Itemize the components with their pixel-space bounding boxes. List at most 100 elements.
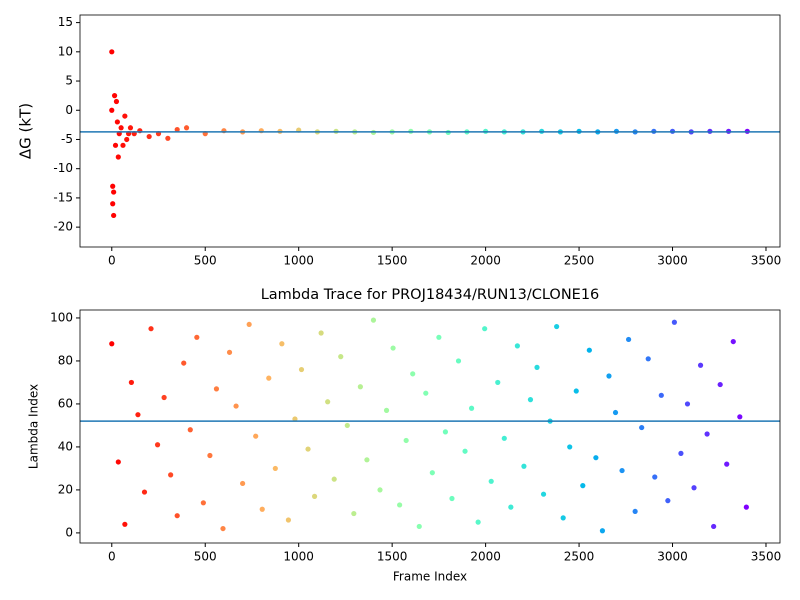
x-tick-label: 500 [194, 550, 217, 564]
point [253, 433, 259, 439]
point [220, 525, 226, 532]
y-tick-label: 100 [50, 310, 73, 324]
x-tick-label: 1000 [283, 550, 314, 564]
point [187, 427, 193, 433]
point [730, 338, 736, 345]
y-tick-label: 20 [58, 482, 73, 496]
point [521, 463, 527, 469]
point [410, 371, 416, 377]
point [109, 49, 115, 55]
point [468, 405, 475, 411]
point [259, 506, 265, 512]
x-tick-label: 500 [194, 254, 217, 268]
point [377, 487, 383, 493]
point [599, 528, 606, 534]
point [645, 356, 651, 362]
point [704, 431, 710, 437]
point [554, 323, 560, 330]
point [364, 457, 370, 463]
point [124, 136, 130, 143]
point [397, 502, 403, 508]
point [266, 375, 272, 381]
y-tick-label: 15 [58, 15, 73, 29]
point [115, 154, 121, 160]
point [246, 321, 252, 328]
point [429, 470, 435, 476]
point [351, 510, 357, 517]
point [194, 334, 200, 340]
point [174, 126, 180, 133]
point [416, 523, 422, 530]
x-tick-label: 3000 [657, 550, 688, 564]
point [114, 119, 120, 125]
y-axis-label: Lambda Index [27, 384, 41, 469]
point [697, 362, 704, 368]
point [508, 504, 514, 510]
point [168, 472, 174, 478]
y-tick-label: 40 [58, 439, 73, 453]
point [514, 343, 520, 349]
point [403, 437, 409, 444]
x-tick-label: 1500 [377, 254, 408, 268]
point [606, 373, 612, 379]
x-tick-label: 1000 [283, 254, 314, 268]
point [383, 407, 390, 413]
x-tick-label: 2000 [470, 254, 501, 268]
point [122, 521, 128, 527]
y-tick-label: -10 [53, 161, 73, 175]
point [580, 483, 586, 489]
point [357, 384, 363, 390]
point [146, 133, 152, 140]
chart-title: Lambda Trace for PROJ18434/RUN13/CLONE16 [261, 287, 600, 303]
point [462, 448, 468, 454]
point [111, 189, 117, 195]
point [449, 495, 455, 502]
point [174, 513, 180, 519]
y-tick-label: -20 [53, 220, 73, 234]
x-tick-label: 2000 [470, 550, 501, 564]
point [370, 317, 377, 323]
point [233, 403, 239, 409]
y-tick-label: -5 [61, 132, 73, 146]
point [111, 93, 118, 99]
point [344, 422, 350, 429]
point [120, 142, 126, 148]
y-tick-label: -15 [53, 190, 73, 204]
point [111, 212, 117, 219]
point [658, 392, 664, 398]
point [325, 399, 331, 405]
point [240, 480, 246, 487]
axes-frame [79, 14, 781, 248]
y-tick-label: 5 [65, 74, 73, 88]
point [678, 450, 684, 456]
point [213, 386, 220, 392]
point [311, 493, 318, 499]
point [501, 435, 507, 441]
point [338, 354, 344, 360]
point [593, 455, 599, 461]
point [743, 504, 749, 510]
point [318, 330, 324, 336]
point [737, 414, 743, 420]
point [724, 461, 730, 467]
point [436, 334, 442, 340]
axes-frame [79, 309, 781, 544]
x-tick-label: 0 [108, 550, 116, 564]
point [161, 394, 167, 401]
point [226, 349, 233, 355]
point [118, 125, 124, 131]
point [482, 326, 488, 332]
point [717, 381, 723, 388]
point [127, 125, 134, 131]
point [540, 491, 547, 497]
point [527, 397, 534, 403]
y-axis-label: ΔG (kT) [17, 103, 35, 159]
point [109, 341, 115, 347]
point [183, 125, 190, 131]
point [495, 379, 501, 386]
point [632, 508, 638, 515]
point [488, 478, 494, 484]
x-tick-label: 2500 [564, 550, 595, 564]
point [567, 444, 573, 450]
